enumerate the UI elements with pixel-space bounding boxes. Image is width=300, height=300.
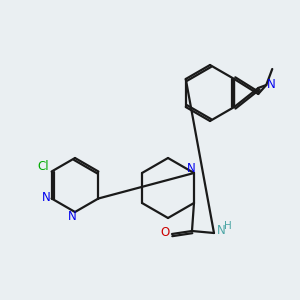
Text: N: N [68, 209, 76, 223]
Text: N: N [187, 163, 195, 176]
Text: O: O [160, 226, 169, 239]
Text: N: N [42, 191, 51, 204]
Text: H: H [224, 221, 232, 231]
Text: Cl: Cl [38, 160, 50, 173]
Text: N: N [217, 224, 225, 238]
Text: N: N [267, 77, 276, 91]
